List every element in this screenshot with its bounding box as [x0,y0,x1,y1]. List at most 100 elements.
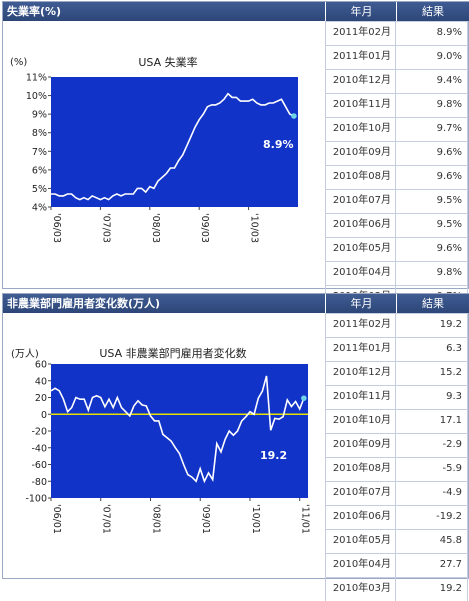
row-value: 9.6% [396,166,468,189]
table-row: 2011年01月 6.3 [325,337,468,361]
table-row: 2010年09月 9.6% [325,141,468,165]
col-month-header: 年月 [325,2,397,21]
series-line [50,375,305,484]
y-tick-label: -20 [31,427,47,438]
table-row: 2010年10月 17.1 [325,409,468,433]
row-month: 2010年05月 [325,530,396,553]
table-row: 2010年04月 27.7 [325,553,468,577]
row-value: 19.2 [396,314,468,337]
row-value: 19.2 [396,578,468,601]
x-tick-label: '10/03 [249,213,260,243]
row-month: 2011年02月 [325,22,396,45]
y-tick-label: 60 [35,360,47,371]
y-tick-label: -80 [31,477,47,488]
table-row: 2010年11月 9.8% [325,93,468,117]
x-tick-label: '06/03 [51,213,62,243]
row-month: 2010年08月 [325,458,396,481]
y-tick-label: 8% [32,128,47,139]
y-axis-label: (%) [10,57,27,68]
table-row: 2010年07月 9.5% [325,189,468,213]
table-row: 2010年05月 9.6% [325,237,468,261]
y-tick-label: 0 [41,410,47,421]
row-month: 2011年02月 [325,314,396,337]
row-month: 2010年03月 [325,578,396,601]
row-month: 2010年07月 [325,190,396,213]
row-value: 9.7% [396,118,468,141]
y-tick-label: 5% [32,184,47,195]
y-tick-label: 6% [32,165,47,176]
table-row: 2011年02月 19.2 [325,313,468,337]
table-row: 2010年12月 15.2 [325,361,468,385]
plot-area [51,364,308,498]
row-value: 9.8% [396,262,468,285]
x-tick-label: '08/01 [150,504,161,534]
x-tick-label: '06/01 [51,504,62,534]
unemployment-table: 2011年02月 8.9% 2011年01月 9.0% 2010年12月 9.4% 2010… [325,21,468,309]
row-month: 2010年05月 [325,238,396,261]
row-month: 2010年06月 [325,214,396,237]
table-row: 2011年02月 8.9% [325,21,468,45]
row-value: 9.0% [396,46,468,69]
unemployment-panel-title: 失業率(%) [3,2,325,21]
row-value: 8.9% [396,22,468,45]
y-tick-label: 7% [32,147,47,158]
x-tick-label: '10/01 [250,504,261,534]
row-month: 2010年12月 [325,70,396,93]
row-month: 2010年11月 [325,386,396,409]
last-point-marker [301,395,307,401]
payrolls-panel: 非農業部門雇用者変化数(万人) 年月 結果 USA 非農業部門雇用者変化数 (万人… [2,293,469,601]
payrolls-table: 2011年02月 19.2 2011年01月 6.3 2010年12月 15.2 2010年… [325,313,468,601]
y-tick-label: 40 [35,376,47,387]
row-month: 2010年06月 [325,506,396,529]
row-value: 9.3 [396,386,468,409]
unemployment-chart: USA 失業率 (%) 4% 5% 6% 7% 8% 9% 10% 11% '06/03 '07/03… [10,55,298,243]
payrolls-chart: USA 非農業部門雇用者変化数 (万人) -100 -80 -60 -40 -20 0 20 40… [11,346,311,534]
row-value: 9.4% [396,70,468,93]
x-tick-label: '09/01 [200,504,211,534]
table-row: 2011年01月 9.0% [325,45,468,69]
row-value: 15.2 [396,362,468,385]
unemployment-panel: 失業率(%) 年月 結果 USA 失業率 (%) 4% 5% 6% 7% 8% 9% 10% 11… [2,1,469,309]
y-tick-label: 11% [26,73,47,84]
row-month: 2010年12月 [325,362,396,385]
row-month: 2010年10月 [325,118,396,141]
y-tick-label: 20 [35,393,47,404]
series-line [51,92,295,201]
col-result-header: 結果 [396,294,469,313]
last-value-annotation: 8.9% [263,138,294,151]
row-value: 9.5% [396,190,468,213]
row-value: 45.8 [396,530,468,553]
x-tick-label: '07/01 [101,504,112,534]
row-month: 2011年01月 [325,338,396,361]
x-tick-label: '08/03 [150,213,161,243]
row-value: -2.9 [396,434,468,457]
table-row: 2010年09月 -2.9 [325,433,468,457]
table-row: 2010年12月 9.4% [325,69,468,93]
row-month: 2010年11月 [325,94,396,117]
table-row: 2010年08月 9.6% [325,165,468,189]
table-row: 2010年10月 9.7% [325,117,468,141]
y-axis-label: (万人) [11,348,39,360]
y-tick-label: -40 [31,443,47,454]
chart-title: USA 失業率 [138,55,197,69]
chart-title: USA 非農業部門雇用者変化数 [99,346,246,360]
x-tick-label: '09/03 [199,213,210,243]
table-row: 2010年07月 -4.9 [325,481,468,505]
row-value: 6.3 [396,338,468,361]
x-tick-label: '07/03 [100,213,111,243]
y-tick-label: -100 [25,494,47,505]
row-value: 27.7 [396,554,468,577]
col-result-header: 結果 [396,2,469,21]
table-row: 2010年05月 45.8 [325,529,468,553]
row-month: 2010年08月 [325,166,396,189]
row-month: 2010年10月 [325,410,396,433]
row-value: 17.1 [396,410,468,433]
y-tick-label: -60 [31,460,47,471]
plot-area [51,77,298,207]
table-row: 2010年11月 9.3 [325,385,468,409]
row-value: 9.6% [396,238,468,261]
row-month: 2010年04月 [325,554,396,577]
y-tick-label: 4% [32,203,47,214]
row-month: 2010年09月 [325,434,396,457]
table-row: 2010年04月 9.8% [325,261,468,285]
